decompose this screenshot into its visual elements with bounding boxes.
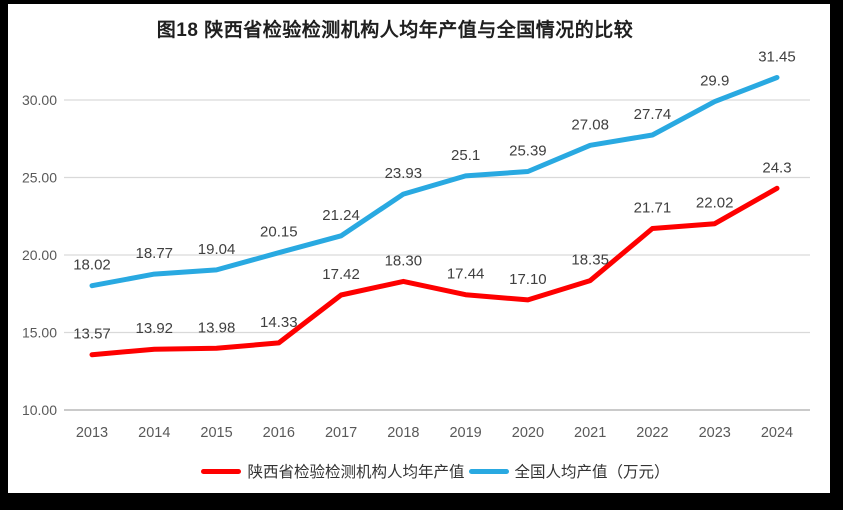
- legend-item: 陕西省检验检测机构人均年产值: [201, 460, 465, 482]
- x-axis-tick-label: 2019: [449, 425, 481, 441]
- data-label: 18.02: [73, 257, 111, 274]
- x-axis-tick-label: 2017: [325, 425, 357, 441]
- data-label: 29.9: [700, 73, 729, 90]
- data-label: 27.74: [634, 106, 672, 123]
- chart-panel: [8, 4, 830, 493]
- data-label: 25.1: [451, 147, 480, 164]
- legend-item: 全国人均产值（万元）: [468, 460, 670, 482]
- y-axis-tick-label: 10.00: [22, 402, 57, 418]
- data-label: 13.92: [135, 320, 173, 337]
- x-axis-tick-label: 2020: [512, 425, 544, 441]
- legend-label: 全国人均产值（万元）: [514, 464, 670, 481]
- series-line-0: [89, 185, 780, 358]
- x-axis-tick-label: 2023: [699, 425, 731, 441]
- x-axis-tick-label: 2018: [387, 425, 419, 441]
- x-axis-tick-label: 2021: [574, 425, 606, 441]
- data-label: 24.3: [762, 159, 791, 176]
- x-axis-tick-label: 2013: [76, 425, 108, 441]
- data-label: 17.44: [447, 266, 485, 283]
- data-label: 17.10: [509, 271, 547, 288]
- data-label: 18.35: [571, 252, 609, 269]
- series-line-1: [89, 75, 780, 289]
- data-label: 18.77: [135, 245, 173, 262]
- x-axis-tick-label: 2022: [636, 425, 668, 441]
- y-axis-tick-label: 30.00: [22, 92, 57, 108]
- data-label: 17.42: [322, 266, 360, 283]
- data-label: 25.39: [509, 142, 547, 159]
- x-axis-tick-label: 2024: [761, 425, 793, 441]
- data-label: 13.57: [73, 326, 111, 343]
- legend-swatch: [201, 468, 242, 474]
- x-axis-tick-label: 2014: [138, 425, 170, 441]
- data-label: 21.24: [322, 207, 360, 224]
- data-label: 19.04: [198, 241, 236, 258]
- y-axis-tick-label: 20.00: [22, 247, 57, 263]
- data-label: 31.45: [758, 49, 796, 66]
- data-label: 21.71: [634, 199, 672, 216]
- legend-swatch: [468, 468, 509, 474]
- data-label: 18.30: [385, 252, 423, 269]
- x-axis-tick-label: 2015: [200, 425, 232, 441]
- data-label: 14.33: [260, 314, 298, 331]
- chart-title: 图18 陕西省检验检测机构人均年产值与全国情况的比较: [156, 20, 634, 41]
- data-label: 27.08: [571, 116, 609, 133]
- y-axis-tick-label: 15.00: [22, 325, 57, 341]
- data-label: 23.93: [385, 165, 423, 182]
- y-axis-tick-label: 25.00: [22, 170, 57, 186]
- data-label: 22.02: [696, 195, 734, 212]
- chart-legend: 陕西省检验检测机构人均年产值 全国人均产值（万元）: [65, 460, 806, 482]
- data-label: 13.98: [198, 319, 236, 336]
- x-axis-tick-label: 2016: [263, 425, 295, 441]
- legend-label: 陕西省检验检测机构人均年产值: [247, 464, 465, 481]
- data-label: 20.15: [260, 224, 298, 241]
